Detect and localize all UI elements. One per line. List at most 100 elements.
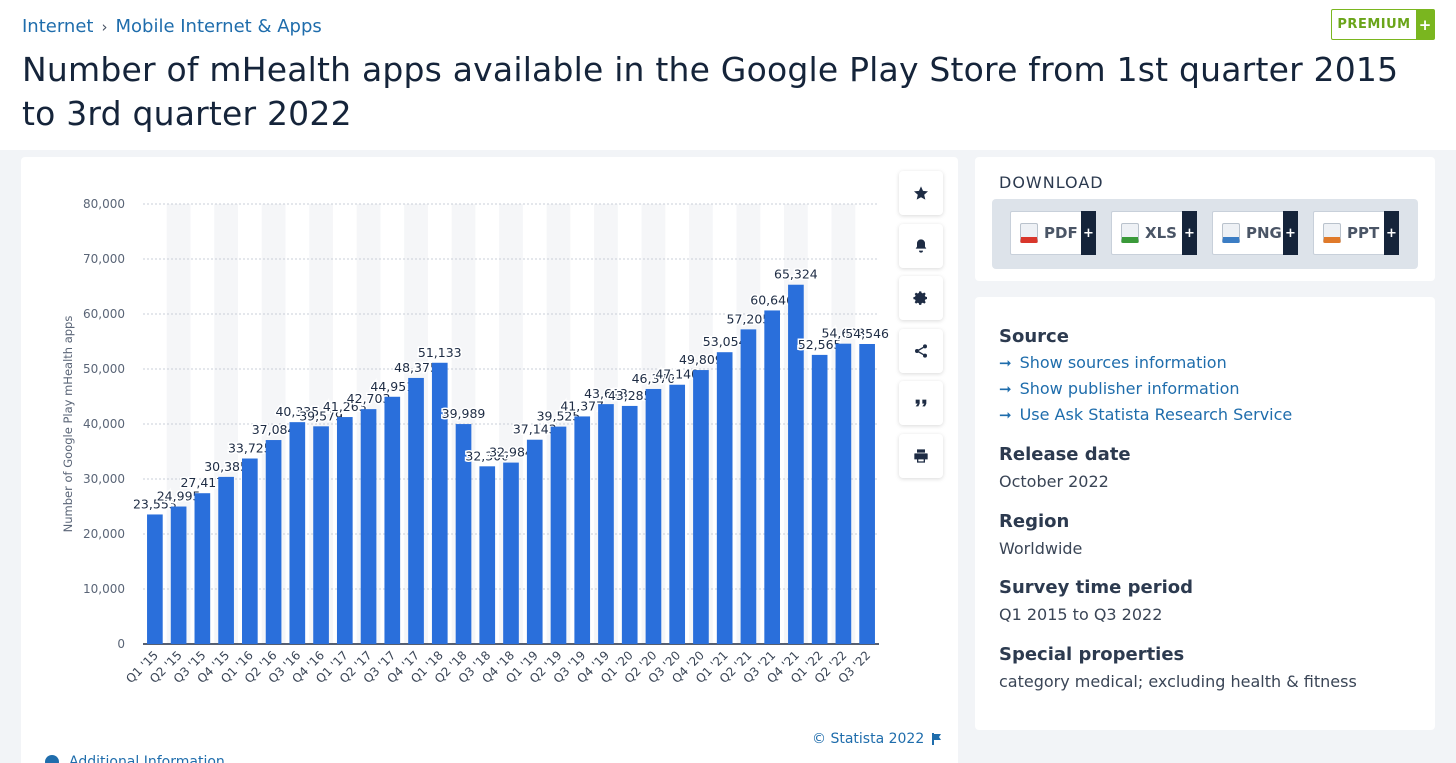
bar: [455, 424, 472, 644]
premium-label: PREMIUM: [1337, 17, 1411, 32]
data-label: 46,370: [632, 371, 676, 386]
pdf-file-icon: [1020, 223, 1038, 243]
premium-button[interactable]: PREMIUM +: [1331, 9, 1435, 40]
bar: [526, 439, 543, 644]
download-png-button[interactable]: PNG +: [1212, 211, 1298, 255]
show-publisher-link[interactable]: ➞ Show publisher information: [999, 379, 1240, 398]
download-xls-label: XLS: [1145, 224, 1177, 242]
plus-icon: +: [1416, 10, 1434, 39]
notification-button[interactable]: [899, 223, 943, 268]
download-ppt-button[interactable]: PPT +: [1313, 211, 1399, 255]
download-options: PDF + XLS + PNG + PPT +: [992, 199, 1418, 269]
bar: [716, 352, 733, 644]
release-date-heading: Release date: [999, 444, 1131, 465]
bar: [550, 426, 567, 644]
data-label: 41,263: [323, 399, 367, 414]
bar: [788, 284, 804, 644]
cite-button[interactable]: [899, 381, 943, 425]
bar: [265, 440, 282, 644]
quote-icon: [915, 399, 927, 407]
bar: [218, 476, 234, 644]
source-heading: Source: [999, 326, 1069, 347]
favorite-button[interactable]: [899, 171, 943, 215]
xls-file-icon: [1121, 223, 1139, 243]
data-label: 47,140: [655, 367, 699, 382]
release-date-value: October 2022: [999, 472, 1109, 491]
flag-icon: [932, 733, 942, 745]
additional-information-label: Additional Information: [69, 754, 225, 763]
bar: [764, 310, 780, 644]
bell-icon: [915, 238, 927, 253]
region-heading: Region: [999, 511, 1070, 532]
share-button[interactable]: [899, 328, 943, 373]
data-label: 33,725: [228, 441, 272, 456]
data-label: 57,205: [727, 311, 771, 326]
download-png-label: PNG: [1246, 224, 1282, 242]
additional-information-link[interactable]: Additional Information: [45, 754, 225, 763]
arrow-right-icon: ➞: [999, 379, 1012, 398]
data-label: 41,377: [560, 398, 604, 413]
download-xls-button[interactable]: XLS +: [1111, 211, 1197, 255]
chart-toolbar: [899, 171, 943, 486]
data-label: 39,579: [299, 408, 343, 423]
plus-icon: +: [1384, 211, 1399, 255]
bar: [669, 384, 686, 644]
show-sources-link[interactable]: ➞ Show sources information: [999, 353, 1227, 372]
bar: [242, 458, 258, 644]
page-header: Internet › Mobile Internet & Apps PREMIU…: [0, 0, 1456, 150]
data-label: 23,553: [133, 496, 177, 511]
y-tick-label: 0: [117, 637, 125, 651]
data-label: 27,417: [180, 475, 224, 490]
copyright-link[interactable]: © Statista 2022: [812, 731, 942, 747]
breadcrumb-internet[interactable]: Internet: [22, 16, 94, 37]
special-properties-heading: Special properties: [999, 644, 1185, 665]
png-file-icon: [1222, 223, 1240, 243]
data-label: 60,646: [750, 292, 794, 307]
data-label: 30,385: [204, 459, 248, 474]
bar-chart: 0 10,000 20,000 30,000 40,000 50,000 60,000 70,…: [61, 197, 891, 686]
data-label: 39,525: [537, 409, 581, 424]
data-label: 24,995: [157, 489, 201, 504]
data-label: 44,951: [370, 379, 414, 394]
plus-icon: +: [1081, 211, 1096, 255]
download-panel: DOWNLOAD PDF + XLS + PNG + PPT +: [975, 157, 1435, 281]
statistic-details-panel: Source ➞ Show sources information ➞ Show…: [975, 297, 1435, 730]
special-properties-value: category medical; excluding health & fit…: [999, 672, 1357, 691]
arrow-right-icon: ➞: [999, 353, 1012, 372]
copyright-text: © Statista 2022: [812, 731, 925, 747]
data-label: 51,133: [418, 345, 462, 360]
data-label: 37,143: [513, 422, 557, 437]
page-title: Number of mHealth apps available in the …: [22, 50, 1399, 133]
y-axis-title: Number of Google Play mHealth apps: [61, 316, 75, 533]
breadcrumb-mobile-internet-apps[interactable]: Mobile Internet & Apps: [115, 16, 322, 37]
data-label: 49,809: [679, 352, 723, 367]
settings-button[interactable]: [899, 276, 943, 320]
y-tick-label: 80,000: [83, 197, 125, 211]
share-icon: [915, 343, 927, 358]
ask-statista-link[interactable]: ➞ Use Ask Statista Research Service: [999, 405, 1292, 424]
download-title: DOWNLOAD: [999, 173, 1104, 192]
ppt-file-icon: [1323, 223, 1341, 243]
info-icon: [45, 755, 59, 763]
y-tick-label: 50,000: [83, 362, 125, 376]
print-button[interactable]: [899, 433, 943, 478]
bar: [360, 409, 377, 644]
bar: [740, 329, 757, 644]
download-pdf-label: PDF: [1044, 224, 1078, 242]
data-label: 37,084: [252, 422, 296, 437]
y-tick-label: 60,000: [83, 307, 125, 321]
y-tick-label: 30,000: [83, 472, 125, 486]
bar: [431, 362, 448, 644]
breadcrumb-separator: ›: [101, 17, 108, 36]
region-value: Worldwide: [999, 539, 1083, 558]
data-label: 39,989: [442, 406, 486, 421]
data-label: 54,546: [845, 326, 889, 341]
bar: [313, 426, 329, 644]
print-icon: [914, 448, 928, 463]
data-label: 42,703: [347, 391, 391, 406]
bar: [835, 343, 852, 644]
data-label: 40,335: [275, 404, 319, 419]
download-pdf-button[interactable]: PDF +: [1010, 211, 1096, 255]
bar: [645, 388, 662, 644]
data-label: 52,565: [798, 337, 842, 352]
